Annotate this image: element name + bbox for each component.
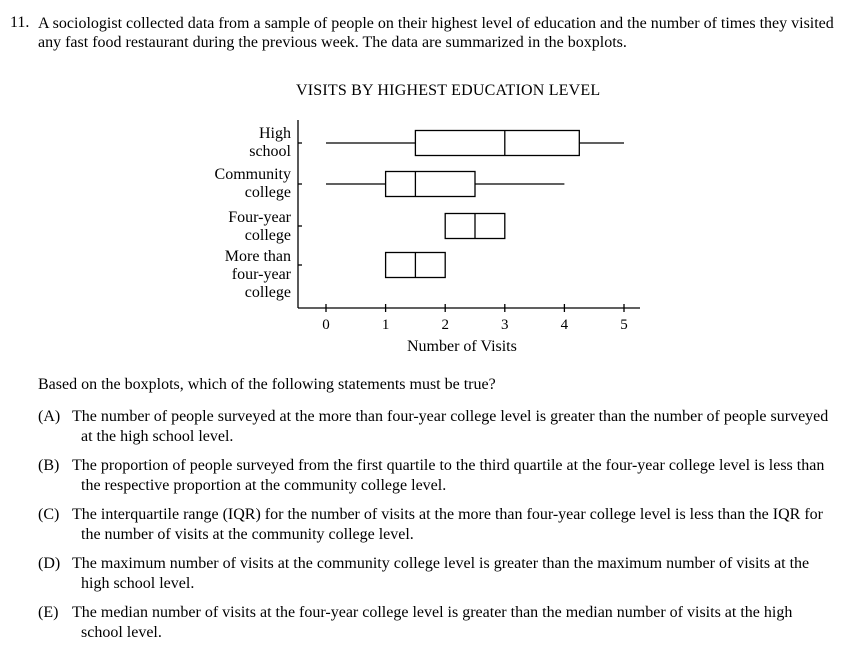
x-axis-title: Number of Visits — [407, 338, 517, 355]
option-letter: (E) — [38, 604, 59, 621]
category-label-more-than-four-year: More than four-year college — [225, 248, 291, 302]
option-text: The median number of visits at the four-… — [72, 604, 793, 641]
x-tick-label: 0 — [322, 317, 330, 333]
category-label-line: college — [244, 284, 291, 301]
x-tick-label: 3 — [501, 317, 509, 333]
category-label-line: Community — [214, 166, 291, 183]
option-text: The proportion of people surveyed from t… — [72, 457, 825, 494]
option-text: The interquartile range (IQR) for the nu… — [72, 506, 823, 543]
category-label-line: four-year — [231, 266, 291, 283]
category-label-line: school — [249, 143, 291, 160]
option-b[interactable]: (B) The proportion of people surveyed fro… — [38, 456, 838, 496]
option-letter: (B) — [38, 457, 60, 474]
option-d[interactable]: (D) The maximum number of visits at the c… — [38, 554, 838, 594]
category-label-community-college: Community college — [215, 166, 291, 202]
category-label-line: college — [244, 227, 291, 244]
option-text: The number of people surveyed at the mor… — [72, 408, 829, 445]
option-e[interactable]: (E) The median number of visits at the fo… — [38, 603, 838, 643]
x-tick-label: 5 — [620, 317, 628, 333]
question-number: 11. — [10, 14, 30, 31]
option-letter: (A) — [38, 408, 61, 425]
category-label-four-year-college: Four-year college — [228, 209, 291, 245]
question-stem: A sociologist collected data from a samp… — [38, 15, 834, 51]
category-label-high-school: High school — [249, 125, 291, 161]
box-iqr — [384, 170, 476, 198]
option-letter: (C) — [38, 506, 60, 523]
chart-title: VISITS BY HIGHEST EDUCATION LEVEL — [296, 82, 601, 99]
category-label-line: Four-year — [228, 209, 291, 226]
option-c[interactable]: (C) The interquartile range (IQR) for the… — [38, 505, 838, 545]
category-label-line: High — [259, 125, 291, 142]
option-letter: (D) — [38, 555, 61, 572]
option-a[interactable]: (A) The number of people surveyed at the … — [38, 407, 838, 447]
box-iqr — [414, 129, 580, 157]
category-label-line: college — [244, 184, 291, 201]
x-tick-label: 2 — [441, 317, 449, 333]
category-label-line: More than — [224, 248, 291, 265]
option-text: The maximum number of visits at the comm… — [72, 555, 810, 592]
x-tick-label: 1 — [382, 317, 390, 333]
x-tick-label: 4 — [561, 317, 569, 333]
question-prompt: Based on the boxplots, which of the foll… — [38, 376, 496, 393]
